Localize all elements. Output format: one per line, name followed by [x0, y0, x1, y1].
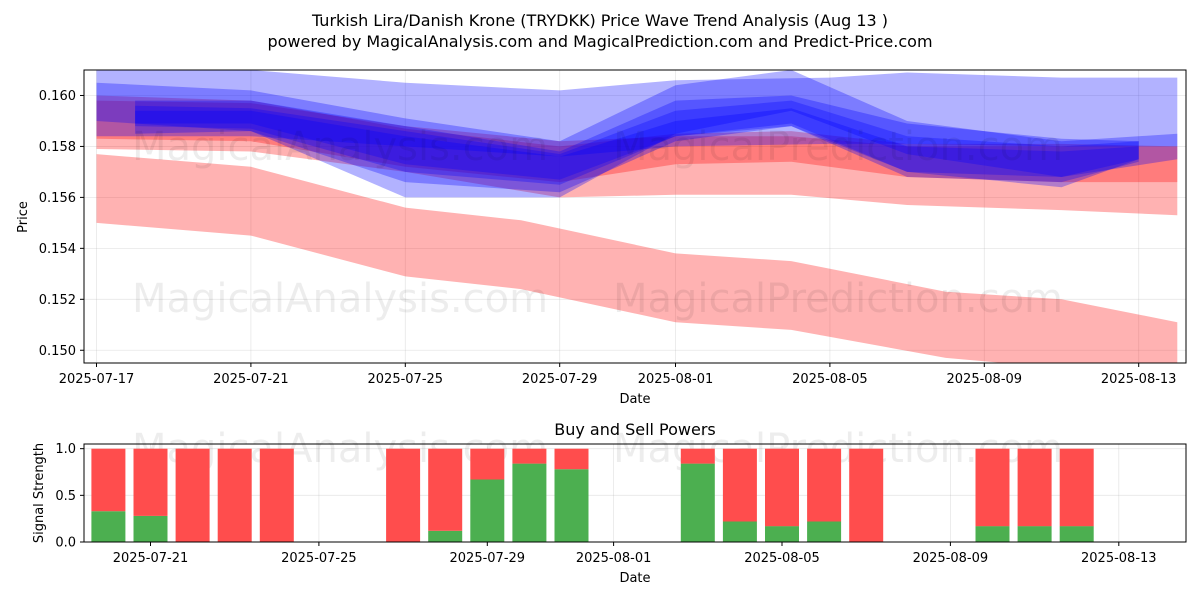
watermark-prediction-upper: MagicalPrediction.com: [613, 124, 1063, 170]
sell-bar: [175, 448, 210, 542]
bottom-y-tick-label: 0.0: [55, 536, 76, 551]
buy-bar: [807, 521, 842, 542]
buy-bar: [765, 526, 799, 542]
sell-bar: [807, 448, 842, 522]
bottom-axes: 2025-07-21 2025-07-25 2025-07-29 2025-08-01…: [55, 442, 1156, 566]
sell-bar: [259, 448, 294, 542]
sell-bar: [428, 448, 463, 531]
watermark-analysis-upper: MagicalAnalysis.com: [132, 124, 548, 170]
sell-bar: [554, 448, 589, 470]
sell-bar: [849, 448, 884, 542]
buy-bar: [512, 463, 547, 542]
blue-wave-band-4: [96, 70, 1178, 198]
red-wave-band-2: [96, 95, 1178, 183]
bottom-x-tick-label: 2025-07-29: [450, 551, 526, 566]
blue-wave-band-3: [96, 70, 1178, 157]
bottom-x-tick-label: 2025-08-01: [576, 551, 652, 566]
top-x-tick-label: 2025-07-21: [213, 372, 289, 387]
buy-bar: [554, 469, 589, 542]
buy-bar: [975, 526, 1010, 542]
blue-wave-band-7: [135, 108, 1139, 180]
top-xlabel: Date: [619, 392, 650, 407]
top-y-tick-label: 0.152: [39, 293, 76, 308]
top-y-tick-label: 0.156: [39, 191, 76, 206]
sell-bar: [91, 448, 126, 512]
sell-bar: [680, 448, 715, 464]
bottom-y-tick-label: 1.0: [55, 442, 76, 457]
bottom-xlabel: Date: [619, 571, 650, 586]
sell-bar: [765, 448, 799, 527]
sell-bar: [217, 448, 252, 542]
red-wave-band-0: [96, 154, 1178, 363]
chart-title-line1: Turkish Lira/Danish Krone (TRYDKK) Price…: [311, 11, 888, 30]
bottom-plot-frame: [83, 443, 1187, 543]
buy-bar: [1059, 526, 1094, 542]
bottom-x-tick-label: 2025-08-09: [913, 551, 989, 566]
bottom-x-tick-label: 2025-07-25: [281, 551, 357, 566]
top-bands: [96, 70, 1178, 363]
bottom-ylabel: Signal Strength: [32, 443, 47, 543]
sell-bar: [133, 448, 168, 516]
bottom-y-tick-label: 0.5: [55, 489, 76, 504]
bottom-title: Buy and Sell Powers: [554, 420, 716, 439]
bottom-x-tick-label: 2025-07-21: [113, 551, 189, 566]
sell-bar: [722, 448, 757, 522]
buy-bar: [680, 463, 715, 542]
sell-bar: [1059, 448, 1094, 527]
blue-wave-band-6: [135, 100, 1139, 185]
sell-bar: [386, 448, 421, 542]
top-plot-frame: [83, 69, 1187, 364]
chart-title-line2: powered by MagicalAnalysis.com and Magic…: [267, 32, 932, 51]
top-y-tick-label: 0.150: [39, 344, 76, 359]
top-ylabel: Price: [16, 201, 31, 233]
top-x-tick-label: 2025-08-01: [638, 372, 714, 387]
sell-bar: [512, 448, 547, 464]
top-y-tick-label: 0.160: [39, 89, 76, 104]
buy-bar: [133, 515, 168, 542]
top-x-tick-label: 2025-07-17: [59, 372, 135, 387]
blue-wave-band-5: [135, 95, 1139, 193]
top-axes: 2025-07-17 2025-07-21 2025-07-25 2025-07-29…: [39, 89, 1177, 387]
buy-bar: [1017, 526, 1052, 542]
buy-bar: [470, 479, 505, 542]
band-layer: [96, 70, 1178, 363]
top-y-tick-label: 0.158: [39, 140, 76, 155]
top-x-tick-label: 2025-07-29: [522, 372, 598, 387]
buy-bar: [91, 511, 126, 542]
sell-bar: [470, 448, 505, 480]
sell-bar: [1017, 448, 1052, 527]
bottom-x-tick-label: 2025-08-05: [744, 551, 820, 566]
top-y-tick-label: 0.154: [39, 242, 76, 257]
buy-bar: [722, 521, 757, 542]
top-x-tick-label: 2025-08-13: [1101, 372, 1177, 387]
top-x-tick-label: 2025-08-05: [792, 372, 868, 387]
watermark-prediction-lower: MagicalPrediction.com: [613, 276, 1063, 322]
top-x-tick-label: 2025-07-25: [368, 372, 444, 387]
top-grid: [84, 70, 1186, 363]
red-wave-band-1: [96, 100, 1178, 216]
sell-bar: [975, 448, 1010, 527]
top-watermarks: MagicalAnalysis.com MagicalPrediction.co…: [132, 124, 1063, 322]
top-x-tick-label: 2025-08-09: [947, 372, 1023, 387]
buy-bar: [428, 530, 463, 542]
bottom-bars: [91, 448, 1094, 542]
watermark-analysis-lower: MagicalAnalysis.com: [132, 276, 548, 322]
bottom-x-tick-label: 2025-08-13: [1081, 551, 1157, 566]
